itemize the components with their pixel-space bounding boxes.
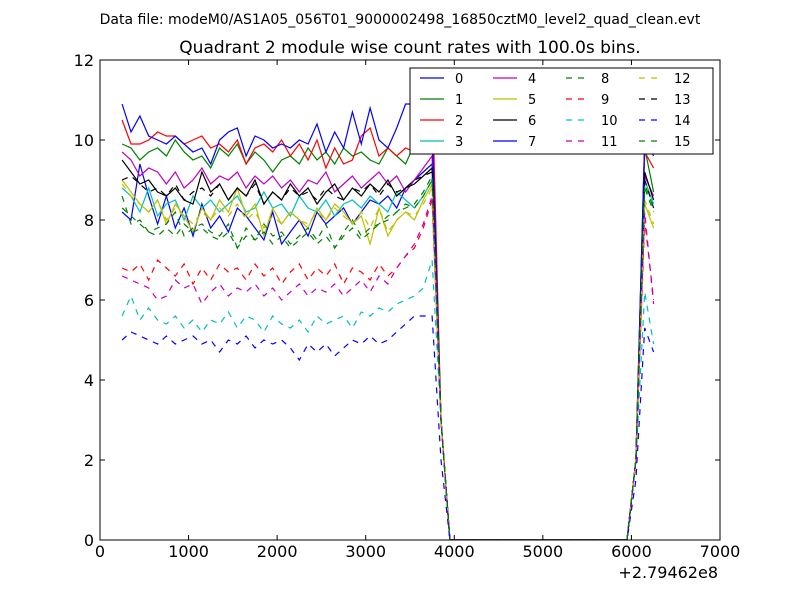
series-line-7 [121, 103, 655, 540]
x-tick-label: 5000 [522, 542, 563, 561]
legend-label: 4 [528, 72, 536, 87]
y-tick-label: 8 [84, 211, 94, 230]
y-tick-label: 12 [74, 51, 94, 70]
legend-label: 6 [528, 114, 536, 129]
x-tick-label: 6000 [611, 542, 652, 561]
legend-label: 5 [528, 93, 536, 108]
series-line-10 [121, 259, 655, 540]
y-tick-label: 0 [84, 531, 94, 550]
chart-title: Quadrant 2 module wise count rates with … [179, 38, 640, 58]
legend-label: 13 [674, 93, 691, 108]
series-line-8 [121, 177, 655, 540]
series-line-0 [121, 137, 655, 540]
y-tick-label: 6 [84, 291, 94, 310]
legend-label: 11 [601, 135, 618, 150]
series-line-12 [121, 183, 655, 540]
chart-suptitle: Data file: modeM0/AS1A05_056T01_90000024… [100, 12, 701, 28]
legend-label: 12 [674, 72, 691, 87]
x-tick-label: 0 [95, 542, 105, 561]
legend-label: 2 [455, 114, 463, 129]
legend-label: 9 [601, 93, 609, 108]
series-line-13 [121, 171, 655, 540]
x-tick-label: 4000 [434, 542, 475, 561]
series-line-3 [121, 177, 655, 540]
legend-label: 10 [601, 114, 618, 129]
x-tick-label: 7000 [700, 542, 741, 561]
x-tick-label: 1000 [168, 542, 209, 561]
legend-box [409, 67, 714, 155]
series-line-9 [121, 199, 655, 540]
series-line-5 [121, 179, 655, 540]
legend-label: 3 [455, 135, 463, 150]
series-line-11 [121, 195, 655, 540]
series-line-14 [121, 315, 655, 540]
series-layer [121, 83, 655, 540]
series-line-4 [121, 151, 655, 540]
y-tick-label: 2 [84, 451, 94, 470]
legend-label: 15 [674, 135, 691, 150]
x-tick-label: 2000 [257, 542, 298, 561]
legend-label: 7 [528, 135, 536, 150]
legend-label: 14 [674, 114, 691, 129]
series-line-15 [121, 173, 655, 540]
legend-label: 1 [455, 93, 463, 108]
series-line-6 [121, 159, 655, 540]
y-tick-label: 10 [74, 131, 94, 150]
y-tick-label: 4 [84, 371, 94, 390]
legend-label: 0 [455, 72, 463, 87]
x-tick-label: 3000 [345, 542, 386, 561]
x-offset-label: +2.79462e8 [618, 563, 718, 582]
legend-label: 8 [601, 72, 609, 87]
